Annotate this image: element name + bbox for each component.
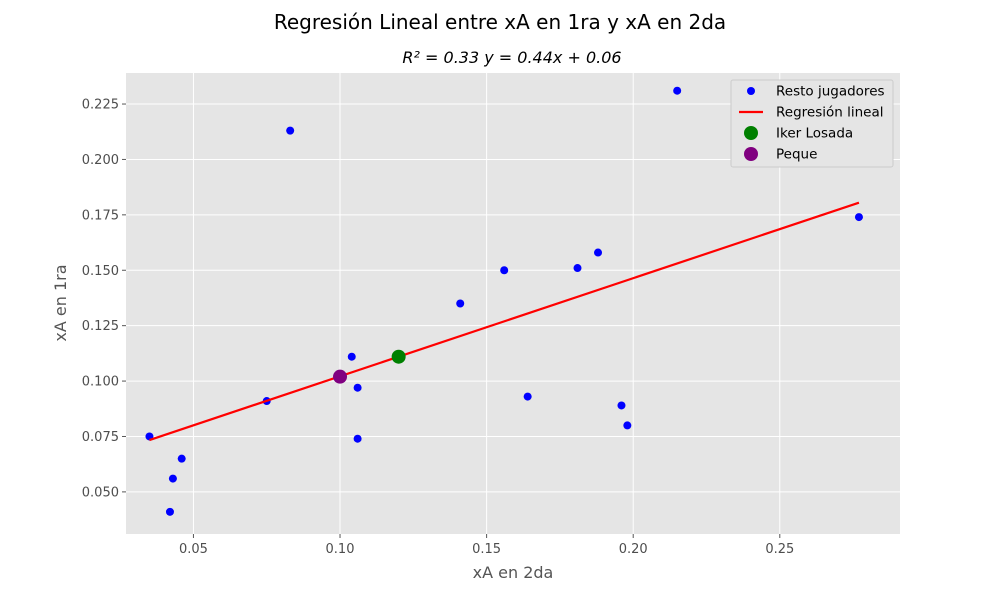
- x-axis-label: xA en 2da: [473, 563, 554, 582]
- highlight-point: [333, 369, 348, 384]
- legend-marker: [747, 87, 755, 95]
- legend-marker: [744, 126, 758, 140]
- legend-label: Resto jugadores: [776, 84, 885, 100]
- y-tick-label: 0.075: [82, 430, 119, 445]
- data-point: [353, 434, 362, 443]
- data-point: [854, 213, 863, 222]
- x-tick-label: 0.10: [326, 542, 355, 557]
- data-point: [500, 266, 509, 275]
- y-tick-label: 0.150: [82, 264, 119, 279]
- x-tick-label: 0.15: [472, 542, 501, 557]
- data-point: [286, 126, 295, 135]
- legend-label: Peque: [776, 147, 817, 163]
- data-point: [456, 299, 465, 308]
- data-point: [673, 86, 682, 95]
- data-point: [353, 383, 362, 392]
- data-point: [623, 421, 632, 430]
- highlight-point: [391, 349, 406, 364]
- y-tick-label: 0.125: [82, 319, 119, 334]
- y-tick-label: 0.050: [82, 485, 119, 500]
- data-point: [177, 454, 186, 463]
- data-point: [617, 401, 626, 410]
- chart-subtitle: R² = 0.33 y = 0.44x + 0.06: [402, 48, 621, 67]
- grid-lines: [126, 73, 900, 534]
- data-point: [347, 352, 356, 361]
- legend-marker: [744, 147, 758, 161]
- data-point: [165, 507, 174, 516]
- tick-labels: 0.05 0.10 0.15 0.20 0.25 0.050 0.075 0.100 0.125…: [82, 98, 794, 557]
- y-tick-label: 0.100: [82, 375, 119, 390]
- x-tick-label: 0.25: [765, 542, 794, 557]
- x-tick-label: 0.20: [619, 542, 648, 557]
- data-point: [168, 474, 177, 483]
- y-tick-label: 0.175: [82, 208, 119, 223]
- chart-title: Regresión Lineal entre xA en 1ra y xA en…: [274, 10, 726, 34]
- y-tick-label: 0.200: [82, 153, 119, 168]
- data-point: [573, 264, 582, 273]
- legend-label: Iker Losada: [776, 126, 853, 142]
- regression-line: [149, 201, 860, 442]
- data-point: [523, 392, 532, 401]
- data-marks: [145, 86, 863, 516]
- y-axis-label: xA en 1ra: [51, 264, 70, 341]
- legend-box: [730, 79, 894, 168]
- legend: Resto jugadores Regresión lineal Iker Losa…: [730, 79, 894, 168]
- y-tick-label: 0.225: [82, 98, 119, 113]
- x-tick-label: 0.05: [179, 542, 208, 557]
- legend-label: Regresión lineal: [776, 105, 884, 121]
- data-point: [594, 248, 603, 257]
